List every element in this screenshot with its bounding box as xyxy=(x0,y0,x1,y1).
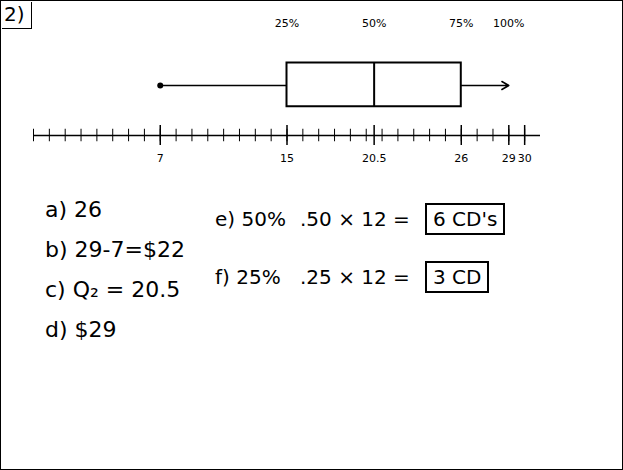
svg-text:7: 7 xyxy=(157,152,164,165)
html-text:b) 29-7=$22: b) 29-7=$22 xyxy=(45,237,185,262)
svg-text:50%: 50% xyxy=(362,17,386,30)
html-text:3 CD: 3 CD xyxy=(433,265,482,289)
html-text:6 CD's: 6 CD's xyxy=(433,207,498,231)
svg-text:25%: 25% xyxy=(275,17,299,30)
svg-text:15: 15 xyxy=(280,152,294,165)
html-text:d) $29: d) $29 xyxy=(45,317,117,342)
svg-text:20.5: 20.5 xyxy=(362,152,387,165)
svg-text:100%: 100% xyxy=(493,17,524,30)
html-text:e) 50%: e) 50% xyxy=(215,207,286,231)
html-text:c) Q₂ = 20.5: c) Q₂ = 20.5 xyxy=(45,277,181,302)
html-text:a) 26: a) 26 xyxy=(45,197,103,222)
html-text:f) 25%: f) 25% xyxy=(215,265,281,289)
svg-text:26: 26 xyxy=(454,152,468,165)
html-text:.50 × 12 =: .50 × 12 = xyxy=(300,207,410,231)
svg-text:29: 29 xyxy=(502,152,516,165)
html-text:.25 × 12 =: .25 × 12 = xyxy=(300,265,410,289)
svg-text:30: 30 xyxy=(518,152,532,165)
html-text:2): 2) xyxy=(4,2,25,26)
svg-text:75%: 75% xyxy=(449,17,473,30)
